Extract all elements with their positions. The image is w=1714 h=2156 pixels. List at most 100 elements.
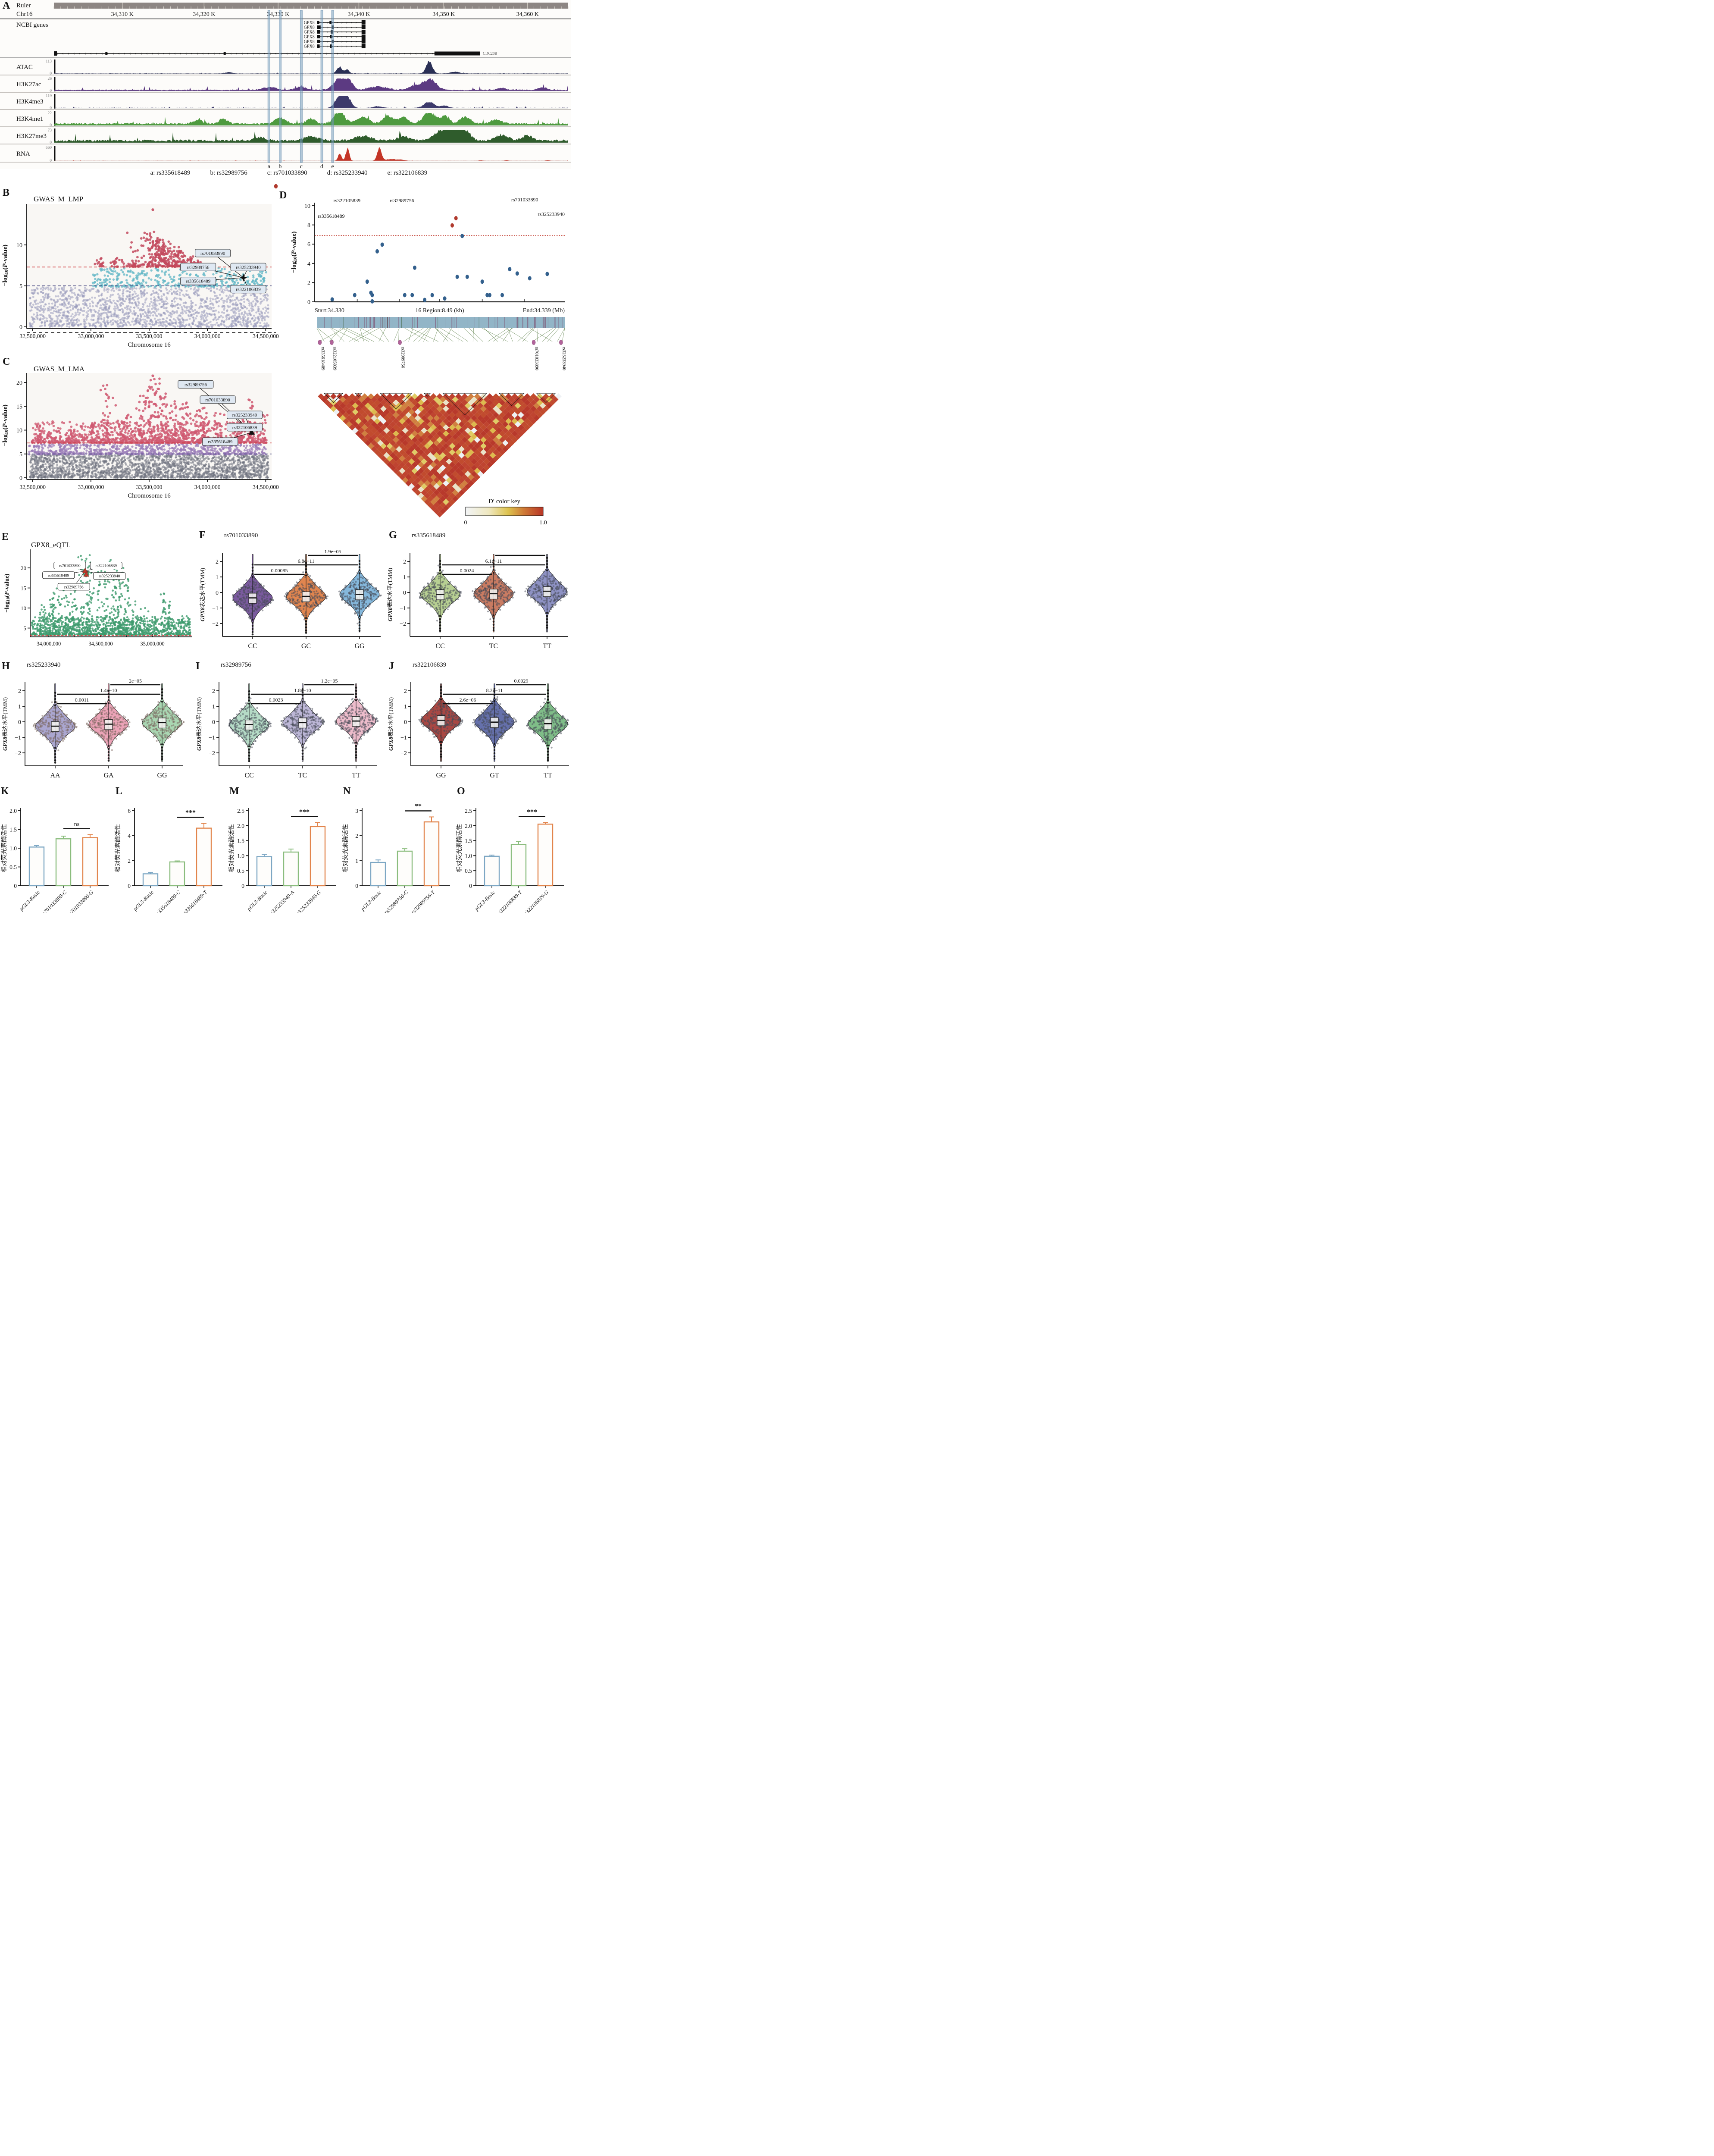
svg-text:‹: ‹ <box>342 51 344 56</box>
panel-label-m: M <box>229 786 239 797</box>
svg-text:GPX8: GPX8 <box>304 30 315 35</box>
svg-text:‹: ‹ <box>382 51 383 56</box>
svg-text:rs32989756: rs32989756 <box>187 265 210 270</box>
svg-text:‹: ‹ <box>241 51 243 56</box>
svg-text:‹: ‹ <box>169 51 170 56</box>
svg-text:›: › <box>356 30 357 34</box>
svg-text:‹: ‹ <box>370 51 372 56</box>
svg-text:›: › <box>351 25 352 29</box>
svg-text:GPX8: GPX8 <box>304 25 315 30</box>
svg-text:›: › <box>346 25 347 29</box>
panel-label-i: I <box>196 661 200 672</box>
svg-text:‹: ‹ <box>275 51 276 56</box>
svg-text:›: › <box>327 25 328 29</box>
svg-text:rs701033890: rs701033890 <box>200 251 225 256</box>
svg-text:34,000,000: 34,000,000 <box>194 333 221 339</box>
svg-text:GPX8: GPX8 <box>304 44 315 49</box>
svg-text:26: 26 <box>48 77 52 81</box>
panel-l-bars: 0246相对荧光素酶活性pGL3-Basicrs335618489-Crs335… <box>114 808 222 913</box>
svg-text:H3K27me3: H3K27me3 <box>16 133 47 140</box>
svg-text:‹: ‹ <box>264 51 265 56</box>
svg-text:Chr16: Chr16 <box>16 11 33 18</box>
svg-text:›: › <box>327 20 328 25</box>
svg-text:‹: ‹ <box>118 51 119 56</box>
panel-label-f: F <box>199 530 206 541</box>
svg-text:‹: ‹ <box>320 51 321 56</box>
svg-text:34,360 K: 34,360 K <box>516 11 539 18</box>
svg-text:10: 10 <box>16 242 22 249</box>
title-gwas-m-lmp: GWAS_M_LMP <box>34 195 84 203</box>
panel-m-bars: 00.51.01.52.02.5相对荧光素酶活性pGL3-Basicrs3252… <box>228 808 336 913</box>
panel-o-bars: 00.51.01.52.02.5相对荧光素酶活性pGL3-Basicrs3221… <box>456 808 564 913</box>
svg-text:‹: ‹ <box>426 51 428 56</box>
panel-label-b: B <box>3 187 10 198</box>
panel-d-regional-ld: 0246810−log10(P-value)rs335618489rs32210… <box>274 184 566 526</box>
svg-text:rs322106839: rs322106839 <box>236 287 261 292</box>
svg-text:‹: ‹ <box>421 51 422 56</box>
svg-text:‹: ‹ <box>163 51 164 56</box>
svg-text:‹: ‹ <box>286 51 288 56</box>
svg-text:H3K4me3: H3K4me3 <box>16 98 44 105</box>
svg-text:›: › <box>346 20 347 25</box>
svg-text:‹: ‹ <box>303 51 304 56</box>
svg-text:‹: ‹ <box>135 51 136 56</box>
svg-text:‹: ‹ <box>253 51 254 56</box>
caption-snp-d: d: rs325233940 <box>327 169 368 176</box>
svg-text:0: 0 <box>50 159 52 163</box>
svg-text:0: 0 <box>50 106 52 110</box>
svg-text:‹: ‹ <box>68 51 69 56</box>
svg-text:›: › <box>341 30 343 34</box>
svg-text:GPX8: GPX8 <box>304 21 315 25</box>
panel-label-o: O <box>457 786 465 797</box>
caption-snp-e: e: rs322106839 <box>387 169 428 176</box>
svg-text:34,310 K: 34,310 K <box>111 11 134 18</box>
svg-text:0: 0 <box>19 324 22 331</box>
svg-text:‹: ‹ <box>73 51 75 56</box>
svg-text:119: 119 <box>46 94 52 98</box>
svg-text:33,000,000: 33,000,000 <box>78 333 104 339</box>
svg-text:0: 0 <box>50 72 52 76</box>
svg-text:‹: ‹ <box>325 51 327 56</box>
svg-text:−log10(P-value): −log10(P-value) <box>2 244 9 286</box>
svg-text:‹: ‹ <box>129 51 131 56</box>
svg-text:rs325233940: rs325233940 <box>236 265 261 270</box>
svg-text:›: › <box>337 25 338 29</box>
svg-text:›: › <box>327 30 328 34</box>
svg-text:a: a <box>268 163 271 170</box>
svg-text:‹: ‹ <box>213 51 215 56</box>
svg-text:‹: ‹ <box>269 51 271 56</box>
svg-text:‹: ‹ <box>258 51 260 56</box>
svg-text:‹: ‹ <box>297 51 299 56</box>
svg-text:34,500,000: 34,500,000 <box>253 333 279 339</box>
svg-text:d: d <box>320 163 323 170</box>
svg-text:‹: ‹ <box>432 51 433 56</box>
svg-text:‹: ‹ <box>84 51 86 56</box>
svg-text:‹: ‹ <box>191 51 192 56</box>
svg-text:‹: ‹ <box>113 51 114 56</box>
svg-text:0: 0 <box>50 89 52 93</box>
svg-text:›: › <box>351 30 352 34</box>
svg-text:›: › <box>351 34 352 39</box>
svg-text:‹: ‹ <box>146 51 147 56</box>
svg-text:c: c <box>300 163 303 170</box>
svg-text:rs335618489: rs335618489 <box>186 279 211 284</box>
svg-text:›: › <box>337 34 338 39</box>
svg-text:Ruler: Ruler <box>16 2 31 9</box>
svg-text:34,320 K: 34,320 K <box>193 11 215 18</box>
svg-text:‹: ‹ <box>309 51 310 56</box>
svg-text:32,500,000: 32,500,000 <box>19 333 46 339</box>
svg-text:22: 22 <box>48 111 52 116</box>
svg-text:‹: ‹ <box>236 51 237 56</box>
svg-text:‹: ‹ <box>90 51 91 56</box>
svg-text:‹: ‹ <box>124 51 125 56</box>
svg-text:‹: ‹ <box>219 51 220 56</box>
svg-text:5: 5 <box>19 283 22 290</box>
svg-text:CDC20B: CDC20B <box>483 51 497 56</box>
svg-text:‹: ‹ <box>398 51 400 56</box>
panel-label-g: G <box>389 530 397 541</box>
svg-text:›: › <box>341 20 343 25</box>
panel-label-e: E <box>2 531 9 542</box>
